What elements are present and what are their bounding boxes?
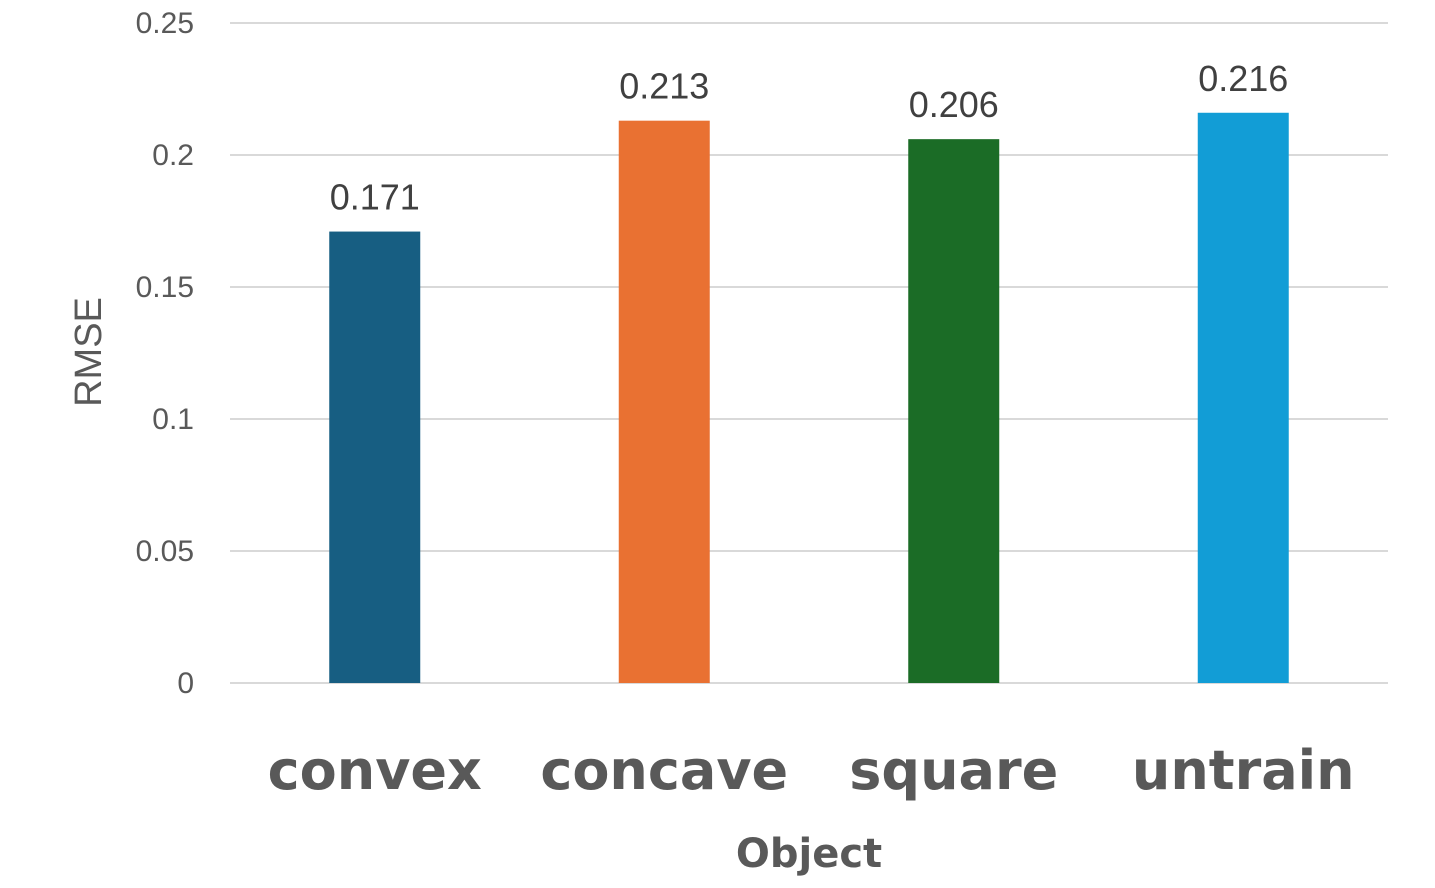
category-label: untrain — [1132, 739, 1355, 802]
y-tick-label: 0.25 — [136, 7, 194, 40]
y-tick-label: 0.15 — [136, 271, 194, 304]
y-axis-title: RMSE — [68, 297, 110, 407]
bar-square — [908, 139, 1000, 683]
category-label: concave — [540, 739, 788, 802]
y-tick-label: 0.2 — [152, 139, 194, 172]
data-labels: 0.171 0.213 0.206 0.216 — [330, 58, 1289, 218]
bar-untrain — [1197, 112, 1289, 683]
data-label: 0.216 — [1198, 58, 1288, 99]
bar-convex — [329, 231, 421, 683]
y-tick-label: 0.05 — [136, 535, 194, 568]
x-axis-title: Object — [736, 831, 882, 877]
bars — [329, 112, 1289, 684]
data-label: 0.206 — [909, 84, 999, 125]
y-tick-label: 0.1 — [152, 403, 194, 436]
gridlines — [230, 22, 1388, 684]
data-label: 0.213 — [619, 66, 709, 107]
category-label: convex — [268, 739, 482, 802]
x-axis-categories: convex concave square untrain — [268, 739, 1355, 802]
y-tick-label: 0 — [177, 667, 194, 700]
bar-concave — [618, 120, 710, 684]
y-axis-ticks: 0 0.05 0.1 0.15 0.2 0.25 — [136, 7, 194, 700]
data-label: 0.171 — [330, 177, 420, 218]
category-label: square — [849, 739, 1058, 802]
